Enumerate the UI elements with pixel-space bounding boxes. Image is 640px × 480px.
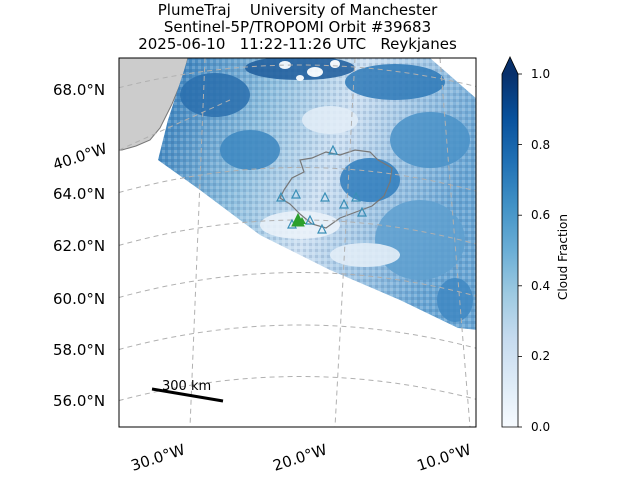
title-line-1: PlumeTraj University of Manchester bbox=[157, 1, 438, 19]
lat-label-62: 62.0°N bbox=[53, 237, 105, 255]
volcano-marker bbox=[357, 206, 367, 217]
volcano-marker bbox=[291, 188, 301, 199]
scale-bar-label: 300 km bbox=[162, 379, 211, 394]
colorbar-tick-3: 0.6 bbox=[531, 208, 550, 222]
colorbar-gradient bbox=[502, 74, 518, 427]
colorbar-label: Cloud Fraction bbox=[556, 214, 570, 300]
map-panel: 300 km bbox=[119, 58, 476, 427]
colorbar-tick-5: 1.0 bbox=[531, 67, 550, 81]
scale-bar bbox=[151, 387, 224, 403]
volcano-marker bbox=[339, 198, 349, 209]
map-frame bbox=[118, 57, 477, 428]
iceland-coastline bbox=[279, 149, 393, 229]
colorbar-tick-0: 0.0 bbox=[531, 420, 550, 434]
lon-label-10: 10.0°W bbox=[415, 440, 474, 474]
lat-label-58: 58.0°N bbox=[53, 341, 105, 359]
volcano-marker bbox=[276, 191, 286, 202]
lat-label-56: 56.0°N bbox=[53, 392, 105, 410]
cloud-patches bbox=[180, 58, 473, 322]
lon-label-40: 40.0°W bbox=[51, 139, 110, 173]
title-line-3: 2025-06-10 11:22-11:26 UTC Reykjanes bbox=[138, 35, 457, 53]
colorbar-tick-1: 0.2 bbox=[531, 349, 550, 363]
graticule bbox=[119, 58, 476, 427]
volcano-marker bbox=[305, 214, 315, 225]
volcano-marker bbox=[351, 191, 361, 202]
volcano-marker bbox=[320, 191, 330, 202]
lon-label-30: 30.0°W bbox=[129, 440, 188, 474]
lat-label-64: 64.0°N bbox=[53, 185, 105, 203]
colorbar-tick-2: 0.4 bbox=[531, 279, 550, 293]
colorbar-tick-4: 0.8 bbox=[531, 138, 550, 152]
volcano-markers bbox=[276, 144, 367, 234]
volcano-marker bbox=[328, 144, 338, 155]
volcano-marker bbox=[317, 223, 327, 234]
lat-label-60: 60.0°N bbox=[53, 290, 105, 308]
lon-label-20: 20.0°W bbox=[271, 440, 330, 474]
title-line-2: Sentinel-5P/TROPOMI Orbit #39683 bbox=[163, 18, 432, 36]
colorbar-extend-arrow bbox=[502, 57, 518, 74]
colorbar: 0.0 0.2 0.4 0.6 0.8 1.0 Cloud Fraction bbox=[501, 56, 570, 434]
colorbar-ticks bbox=[518, 73, 522, 428]
lat-label-68: 68.0°N bbox=[53, 81, 105, 99]
